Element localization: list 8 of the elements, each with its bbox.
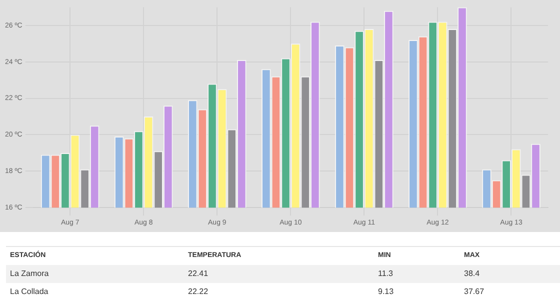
text: 11.3 (374, 265, 460, 283)
text: 37.67 (463, 286, 486, 298)
text: 22.41 (184, 265, 374, 283)
text: 38.4 (460, 265, 560, 283)
text: La Zamora (6, 265, 184, 283)
text: 22.22 (187, 286, 210, 298)
text: La Collada (9, 286, 50, 298)
text: 9.13 (377, 286, 395, 298)
